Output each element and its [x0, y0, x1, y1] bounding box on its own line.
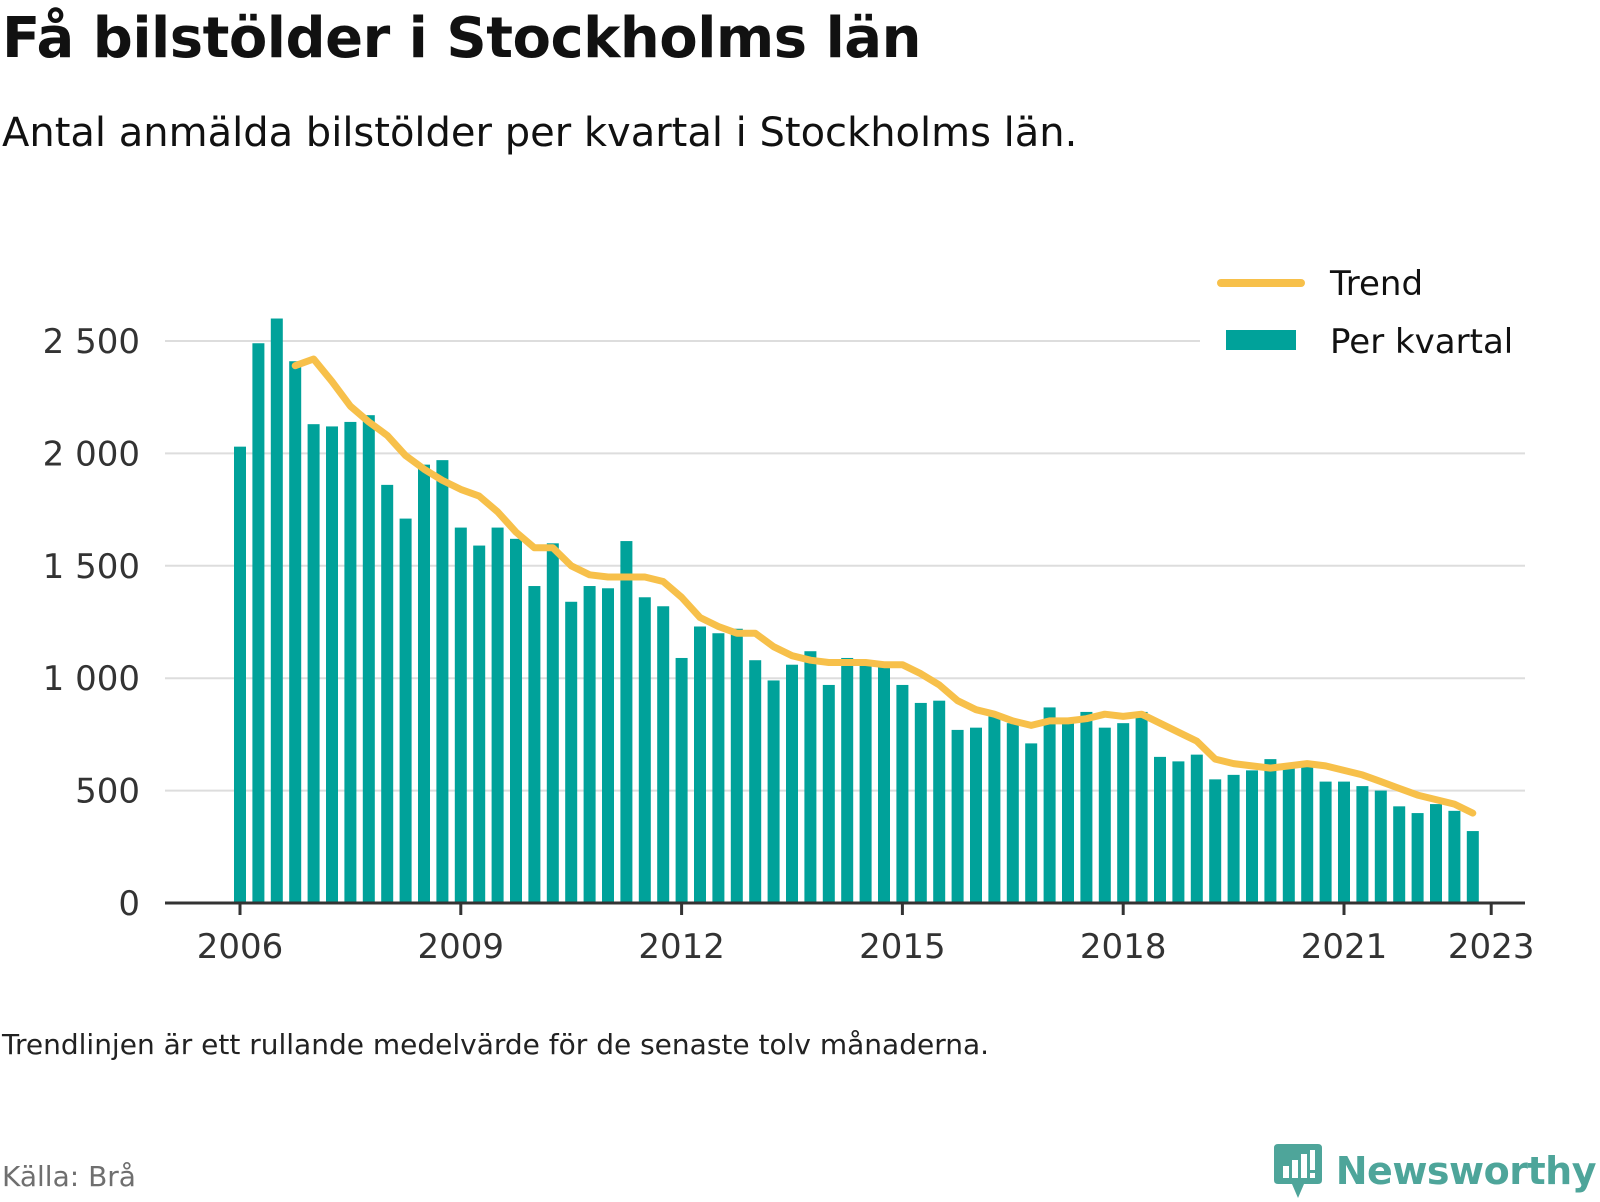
bar: [694, 626, 706, 903]
bar: [583, 586, 596, 903]
y-tick-label: 2 000: [43, 434, 140, 474]
y-tick-label: 0: [118, 884, 140, 924]
bar: [970, 727, 982, 903]
bar: [896, 684, 909, 903]
chart-subtitle: Antal anmälda bilstölder per kvartal i S…: [2, 110, 1078, 156]
x-tick-label: 2023: [1448, 927, 1535, 967]
bar: [1080, 711, 1093, 903]
x-tick-label: 2012: [638, 927, 725, 967]
bar: [399, 518, 412, 903]
trend-line: [291, 355, 1477, 817]
bar: [1172, 761, 1185, 903]
bar: [1154, 756, 1166, 903]
bar: [1043, 707, 1056, 903]
bar: [1006, 723, 1019, 903]
bar: [510, 538, 522, 903]
bar: [1356, 786, 1369, 903]
bar: [730, 628, 743, 903]
y-axis: 0 500 1 000 1 500 2 000 2 500: [43, 322, 140, 924]
x-tick-label: 2006: [197, 927, 284, 967]
bar: [914, 702, 927, 903]
bar: [1282, 768, 1295, 903]
bar: [565, 601, 578, 903]
bar: [749, 660, 762, 903]
x-tick-label: 2015: [859, 927, 946, 967]
y-tick-label: 2 500: [43, 322, 140, 362]
bar: [1062, 723, 1074, 903]
bar: [1025, 743, 1038, 903]
bar: [418, 464, 430, 903]
bar: [1246, 770, 1258, 903]
bar: [804, 651, 817, 903]
bar: [1393, 806, 1406, 903]
bar: [289, 361, 302, 903]
x-tick-label: 2018: [1080, 927, 1167, 967]
bar: [1319, 781, 1332, 903]
bar: [657, 606, 670, 903]
bar: [841, 657, 854, 903]
bar: [1338, 781, 1350, 903]
bar: [767, 680, 780, 903]
bar: [620, 541, 633, 903]
bar: [1227, 774, 1240, 903]
bar: [454, 527, 467, 903]
bar: [675, 657, 688, 903]
trend-series: [291, 355, 1477, 817]
bar: [951, 729, 964, 903]
legend-trend-label: Trend: [1329, 264, 1423, 304]
bar: [638, 597, 651, 903]
x-tick-label: 2009: [418, 927, 505, 967]
bar: [326, 426, 338, 903]
bar: [878, 664, 890, 903]
bar: [436, 460, 449, 903]
bar: [473, 545, 486, 903]
x-axis: 2006 2009 2012 2015 2018 2021 2023: [165, 901, 1535, 967]
bar: [1190, 754, 1203, 903]
bar: [528, 586, 541, 903]
bar: [988, 716, 1001, 903]
y-tick-label: 1 500: [43, 547, 140, 587]
newsworthy-logo: Newsworthy: [1272, 1140, 1597, 1202]
bar: [822, 684, 835, 903]
bar: [859, 664, 872, 903]
bar: [1098, 727, 1111, 903]
legend-bar-label: Per kvartal: [1330, 322, 1513, 362]
bar: [307, 424, 320, 903]
bar: [1448, 810, 1461, 903]
bar: [1411, 813, 1424, 903]
bar: [546, 543, 559, 903]
bar: [1374, 790, 1387, 903]
bar: [602, 588, 614, 903]
newsworthy-logo-icon: [1273, 1144, 1322, 1198]
bar: [786, 664, 798, 903]
bar: [1430, 804, 1442, 903]
bar: [1117, 723, 1130, 903]
y-tick-label: 500: [75, 772, 140, 812]
bar: [234, 446, 246, 903]
source-label: Källa: Brå: [2, 1160, 136, 1193]
chart-note: Trendlinjen är ett rullande medelvärde f…: [2, 1028, 990, 1061]
bar: [270, 318, 283, 903]
brand-name: Newsworthy: [1335, 1149, 1597, 1193]
chart-title: Få bilstölder i Stockholms län: [2, 6, 921, 71]
legend: Trend Per kvartal: [1200, 264, 1540, 365]
y-tick-label: 1 000: [43, 659, 140, 699]
bar: [362, 415, 375, 903]
bar: [252, 343, 265, 903]
x-tick-label: 2021: [1301, 927, 1388, 967]
chart-area: 0 500 1 000 1 500 2 000 2 500 2006 2009 2012 201…: [42, 264, 1540, 967]
bar: [712, 633, 725, 903]
bar-series: [234, 318, 1479, 903]
bar: [1301, 765, 1314, 903]
bar: [1135, 711, 1148, 903]
bar: [1264, 759, 1277, 903]
bar: [1209, 779, 1222, 903]
legend-bar-swatch: [1226, 330, 1296, 350]
bar: [344, 421, 357, 903]
bar: [1466, 831, 1479, 903]
bar: [381, 484, 394, 903]
bar: [491, 527, 504, 903]
bar: [933, 700, 946, 903]
